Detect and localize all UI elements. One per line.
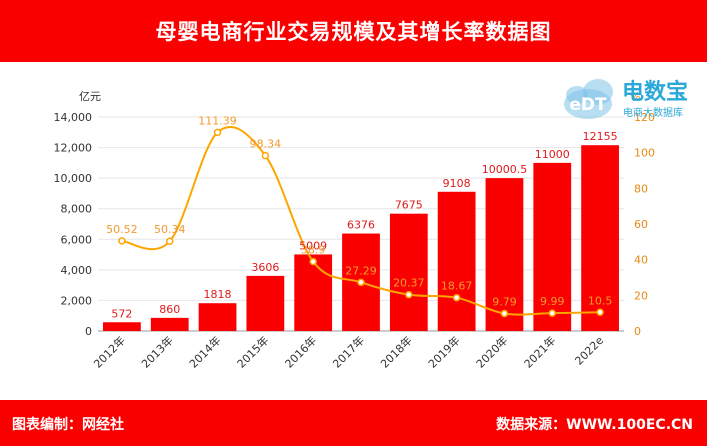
bar bbox=[103, 322, 141, 331]
bar bbox=[581, 145, 619, 331]
bar-label: 10000.5 bbox=[482, 163, 528, 176]
bar-label: 5009 bbox=[299, 239, 327, 252]
bar bbox=[150, 317, 189, 331]
y2-axis-title: % bbox=[630, 90, 640, 103]
line-point bbox=[500, 309, 509, 318]
logo-mark: eDT bbox=[569, 95, 607, 115]
y2-tick-label: 20 bbox=[634, 289, 648, 302]
chart-title: 母婴电商行业交易规模及其增长率数据图 bbox=[155, 20, 552, 44]
line-label: 50.52 bbox=[106, 223, 138, 236]
line-label: 10.5 bbox=[588, 294, 613, 307]
line-point bbox=[213, 128, 222, 137]
y2-tick-label: 40 bbox=[634, 254, 648, 267]
line-point bbox=[309, 257, 317, 266]
bar-label: 572 bbox=[111, 307, 132, 320]
line-point bbox=[596, 308, 604, 317]
line-label: 9.99 bbox=[540, 295, 565, 308]
bar-label: 11000 bbox=[535, 148, 570, 161]
x-tick-label: 2015年 bbox=[234, 333, 271, 370]
line-point bbox=[405, 290, 413, 299]
line-label: 111.39 bbox=[198, 114, 237, 127]
bar bbox=[437, 191, 476, 331]
y-tick-label: 10,000 bbox=[54, 172, 93, 185]
logo-brand: 电数宝 bbox=[622, 79, 688, 105]
brand-logo: eDT 电数宝 电商大数据库 bbox=[564, 79, 688, 119]
line-point bbox=[548, 309, 557, 317]
bar bbox=[294, 254, 333, 331]
line-point bbox=[452, 293, 461, 302]
line-label: 27.29 bbox=[345, 264, 377, 277]
line-label: 18.67 bbox=[441, 280, 473, 293]
x-tick-label: 2021年 bbox=[521, 333, 558, 370]
x-tick-label: 2014年 bbox=[186, 333, 223, 370]
line-point bbox=[118, 237, 126, 245]
line-point bbox=[357, 278, 365, 287]
bar-label: 1818 bbox=[204, 288, 232, 301]
footer-editor: 图表编制：网经社 bbox=[12, 417, 124, 433]
y2-tick-label: 80 bbox=[634, 182, 648, 195]
y2-tick-label: 100 bbox=[634, 147, 655, 160]
chart-area: 0 2,000 4,000 6,000 8,000 10,000 12,000 14,000 0… bbox=[54, 90, 656, 371]
y-tick-label: 0 bbox=[85, 325, 92, 338]
y-tick-label: 14,000 bbox=[54, 111, 93, 124]
y2-tick-label: 0 bbox=[634, 325, 641, 338]
bar-label: 7675 bbox=[395, 199, 423, 212]
bar-label: 860 bbox=[159, 303, 180, 316]
growth-line bbox=[121, 126, 601, 316]
footer-bar: 图表编制：网经社 数据来源：WWW.100EC.CN bbox=[0, 400, 707, 446]
logo-sub: 电商大数据库 bbox=[623, 106, 683, 119]
bar-label: 9108 bbox=[443, 177, 471, 190]
y-axis-title: 亿元 bbox=[79, 90, 101, 103]
bar-label: 3606 bbox=[251, 261, 279, 274]
y-tick-label: 12,000 bbox=[54, 142, 93, 155]
line-label: 9.79 bbox=[492, 296, 517, 309]
bar bbox=[198, 303, 237, 331]
x-tick-label: 2012年 bbox=[91, 333, 128, 370]
x-tick-label: 2016年 bbox=[282, 333, 319, 370]
y2-tick-label: 60 bbox=[634, 218, 648, 231]
x-tick-label: 2019年 bbox=[425, 333, 462, 370]
line-label: 50.34 bbox=[154, 223, 186, 236]
footer-source: 数据来源：WWW.100EC.CN bbox=[496, 417, 693, 433]
line-point bbox=[165, 237, 174, 245]
x-tick-label: 2020年 bbox=[473, 333, 510, 370]
line-label: 20.37 bbox=[393, 277, 425, 290]
line-label: 38.9 bbox=[301, 244, 326, 257]
x-tick-label: 2013年 bbox=[138, 333, 175, 370]
y-tick-label: 6,000 bbox=[61, 233, 93, 246]
x-tick-label: 2018年 bbox=[377, 333, 414, 370]
y-tick-label: 2,000 bbox=[61, 294, 93, 307]
y-tick-label: 4,000 bbox=[61, 264, 93, 277]
bar bbox=[246, 275, 285, 331]
x-tick-label: 2022e bbox=[572, 334, 606, 368]
x-tick-label: 2017年 bbox=[330, 333, 367, 370]
cloud-icon bbox=[564, 79, 613, 119]
bar bbox=[485, 178, 524, 331]
bar bbox=[533, 162, 572, 331]
line-point bbox=[261, 151, 270, 160]
bar bbox=[389, 213, 428, 331]
bar-label: 6376 bbox=[347, 219, 375, 232]
chart-title-bar: 母婴电商行业交易规模及其增长率数据图 bbox=[0, 0, 707, 62]
line-label: 98.34 bbox=[250, 138, 282, 151]
y-tick-label: 8,000 bbox=[61, 203, 93, 216]
y2-tick-label: 120 bbox=[634, 111, 655, 124]
bar-label: 12155 bbox=[583, 130, 618, 143]
